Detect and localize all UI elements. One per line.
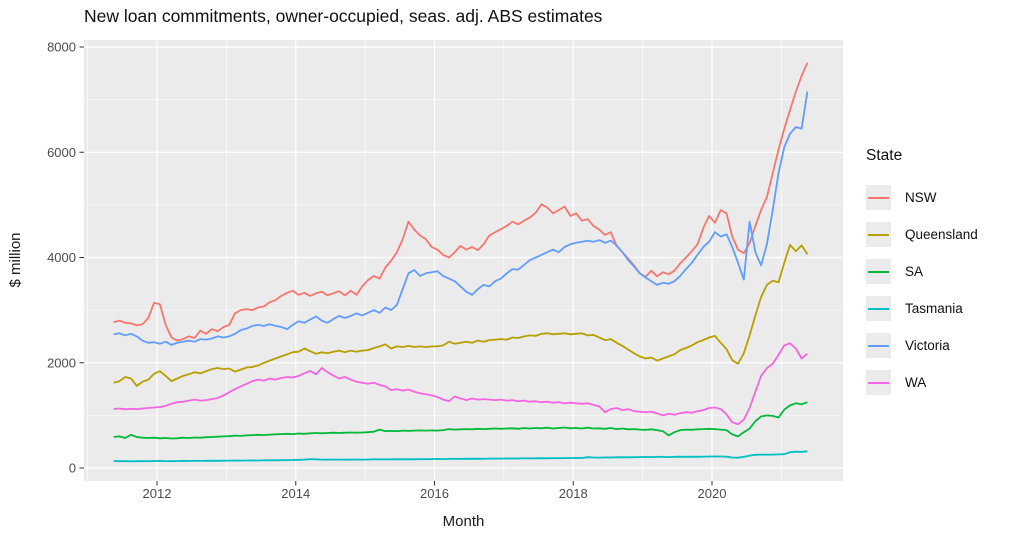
series-line-victoria bbox=[113, 91, 809, 346]
legend-label: Victoria bbox=[905, 338, 950, 353]
legend-key-swatch bbox=[866, 222, 891, 247]
x-tick-label: 2020 bbox=[698, 486, 727, 501]
x-tick-label: 2014 bbox=[281, 486, 310, 501]
legend-key-swatch bbox=[866, 296, 891, 321]
legend-items: NSW Queensland SA Tasmania Victoria WA bbox=[866, 185, 978, 395]
y-axis-title: $ million bbox=[7, 232, 24, 288]
legend-item-queensland: Queensland bbox=[866, 222, 978, 247]
legend-label: SA bbox=[905, 264, 924, 279]
x-tick-label: 2012 bbox=[143, 486, 172, 501]
legend-item-sa: SA bbox=[866, 259, 978, 284]
y-tick-label: 6000 bbox=[47, 145, 76, 160]
legend-key-swatch bbox=[866, 370, 891, 395]
legend-key-swatch bbox=[866, 259, 891, 284]
y-tick-label: 8000 bbox=[47, 40, 76, 55]
legend-title: State bbox=[866, 147, 903, 164]
series-line-queensland bbox=[113, 243, 809, 387]
chart-title: New loan commitments, owner-occupied, se… bbox=[84, 6, 603, 26]
legend-key-swatch bbox=[866, 333, 891, 358]
legend-key-line bbox=[868, 344, 889, 347]
x-tick-label: 2018 bbox=[559, 486, 588, 501]
series-line-wa bbox=[113, 342, 808, 426]
legend: State NSW Queensland SA Tasmania Victoria WA bbox=[866, 146, 978, 407]
y-tick-label: 4000 bbox=[47, 250, 76, 265]
axis-tick-labels: 2012 2014 2016 2018 2020 0 2000 4000 6000 8000 bbox=[47, 40, 726, 502]
series-line-sa bbox=[113, 401, 808, 440]
x-tick-label: 2016 bbox=[420, 486, 449, 501]
legend-item-victoria: Victoria bbox=[866, 333, 978, 358]
legend-label: WA bbox=[905, 375, 927, 390]
legend-label: Tasmania bbox=[905, 301, 963, 316]
gridlines-minor bbox=[84, 40, 843, 481]
legend-key-swatch bbox=[866, 185, 891, 210]
series-line-tasmania bbox=[113, 450, 808, 463]
x-axis-title: Month bbox=[442, 513, 485, 530]
series-line-nsw bbox=[113, 62, 809, 342]
legend-label: NSW bbox=[905, 190, 937, 205]
y-tick-label: 0 bbox=[69, 461, 76, 476]
legend-item-tasmania: Tasmania bbox=[866, 296, 978, 321]
series-lines bbox=[113, 62, 809, 463]
legend-item-wa: WA bbox=[866, 370, 978, 395]
legend-key-line bbox=[868, 381, 889, 384]
legend-item-nsw: NSW bbox=[866, 185, 978, 210]
legend-key-line bbox=[868, 307, 889, 310]
axis-ticks bbox=[79, 46, 713, 486]
y-tick-label: 2000 bbox=[47, 355, 76, 370]
plot-panel bbox=[84, 40, 843, 481]
legend-label: Queensland bbox=[905, 227, 978, 242]
legend-key-line bbox=[868, 270, 889, 273]
legend-key-line bbox=[868, 196, 889, 199]
legend-key-line bbox=[868, 233, 889, 236]
